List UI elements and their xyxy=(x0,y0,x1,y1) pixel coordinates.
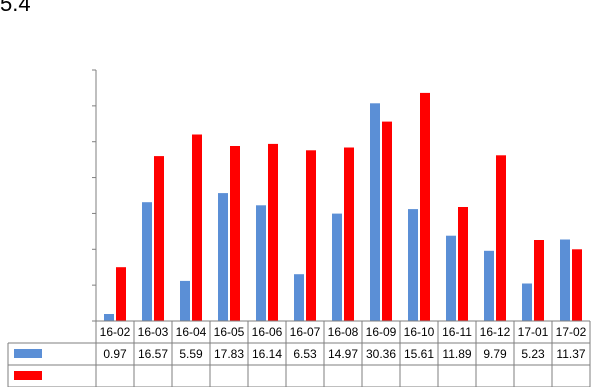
x-tick-label: 16-10 xyxy=(404,325,435,339)
table-cell-series1: 5.59 xyxy=(179,347,203,361)
x-tick-label: 16-12 xyxy=(480,325,511,339)
x-tick-label: 16-05 xyxy=(214,325,245,339)
x-tick-label: 16-11 xyxy=(442,325,472,339)
bar-series2-16-07 xyxy=(306,150,316,321)
bar-series2-16-11 xyxy=(458,207,468,321)
table-cell-series1: 0.97 xyxy=(103,347,127,361)
table-cell-series1: 15.61 xyxy=(404,347,434,361)
bars xyxy=(104,92,582,322)
y-axis xyxy=(92,69,97,322)
bar-series2-16-12 xyxy=(496,155,506,321)
bar-series2-16-09 xyxy=(382,121,392,321)
table-cell-series1: 11.89 xyxy=(442,347,471,361)
x-tick-label: 16-06 xyxy=(252,325,283,339)
bar-series2-17-02 xyxy=(572,249,582,321)
x-tick-label: 17-02 xyxy=(556,325,587,339)
bar-series1-16-12 xyxy=(484,250,494,321)
bar-series1-16-05 xyxy=(218,193,228,321)
bar-series2-16-08 xyxy=(344,147,354,321)
bar-series1-16-09 xyxy=(370,103,380,321)
x-tick-label: 16-02 xyxy=(100,325,131,339)
bar-series1-17-02 xyxy=(560,239,570,321)
x-tick-label: 16-04 xyxy=(176,325,207,339)
x-tick-label: 16-08 xyxy=(328,325,359,339)
bar-series1-16-03 xyxy=(142,202,152,321)
bar-series1-16-10 xyxy=(408,209,418,321)
x-tick-label: 17-01 xyxy=(518,325,549,339)
bar-series1-16-04 xyxy=(180,280,190,321)
table-cell-series1: 9.79 xyxy=(483,347,507,361)
table-cell-series1: 11.37 xyxy=(556,347,585,361)
x-tick-label: 16-03 xyxy=(138,325,169,339)
bar-series1-16-06 xyxy=(256,205,266,321)
bar-series2-16-05 xyxy=(230,146,240,321)
bar-series2-17-01 xyxy=(534,240,544,321)
table-cell-series1: 5.23 xyxy=(521,347,545,361)
bar-series1-16-07 xyxy=(294,274,304,321)
legend-swatch-series1 xyxy=(14,349,42,358)
data-table: 16-02 16-03 16-04 16-05 16-06 16-07 16-08 16-09… xyxy=(7,320,591,387)
bar-series1-16-11 xyxy=(446,235,456,321)
table-cell-series1: 30.36 xyxy=(366,347,396,361)
corner-label: 5.4 xyxy=(0,0,31,16)
bar-series2-16-02 xyxy=(116,267,126,321)
bar-series2-16-10 xyxy=(420,92,430,322)
bar-series2-16-04 xyxy=(192,134,202,321)
bar-series1-17-01 xyxy=(522,283,532,321)
table-cell-series1: 14.97 xyxy=(328,347,358,361)
table-cell-series1: 16.57 xyxy=(138,347,168,361)
bar-series1-16-02 xyxy=(104,314,114,321)
x-tick-label: 16-07 xyxy=(290,325,321,339)
bar-series2-16-03 xyxy=(154,156,164,321)
table-cell-series1: 16.14 xyxy=(252,347,282,361)
table-cell-series1: 6.53 xyxy=(293,347,317,361)
table-cell-series1: 17.83 xyxy=(214,347,244,361)
bar-series2-16-06 xyxy=(268,143,278,321)
x-tick-label: 16-09 xyxy=(366,325,397,339)
bar-series1-16-08 xyxy=(332,213,342,321)
legend-swatch-series2 xyxy=(14,371,42,380)
